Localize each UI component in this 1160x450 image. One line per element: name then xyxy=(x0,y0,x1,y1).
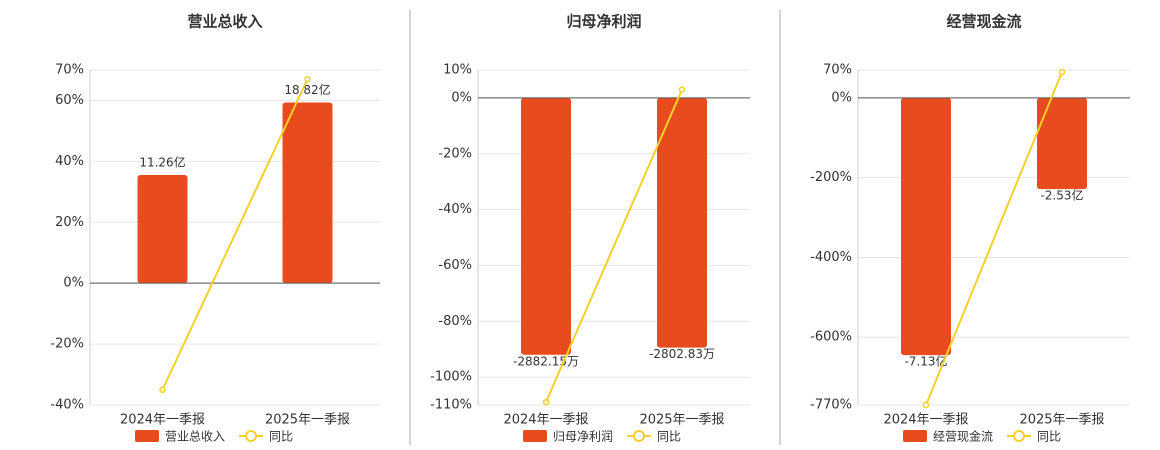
bar xyxy=(282,102,333,284)
line-point xyxy=(542,398,550,406)
legend-label: 营业总收入 xyxy=(165,430,225,444)
x-tick-label: 2025年一季报 xyxy=(265,413,350,428)
x-tick-label: 2024年一季报 xyxy=(120,413,205,428)
y-tick-label: -80% xyxy=(438,314,472,329)
legend-label: 同比 xyxy=(269,430,293,444)
data-label: -2802.83万 xyxy=(649,347,715,361)
data-label: 11.26亿 xyxy=(139,155,185,170)
y-tick-label: 0% xyxy=(63,276,84,291)
line-point xyxy=(1058,68,1066,76)
bar xyxy=(521,97,571,355)
legend-label: 同比 xyxy=(657,430,681,444)
data-label: 18.82亿 xyxy=(284,82,330,97)
legend-label: 同比 xyxy=(1037,430,1061,444)
x-tick-label: 2025年一季报 xyxy=(1019,413,1104,428)
y-tick-label: 0% xyxy=(451,90,472,105)
line-point xyxy=(304,75,311,83)
data-label: -2.53亿 xyxy=(1040,188,1083,203)
bar xyxy=(901,97,951,356)
legend-swatch xyxy=(135,430,159,442)
data-label: -7.13亿 xyxy=(904,354,947,369)
bar xyxy=(1037,97,1087,190)
legend-label: 经营现金流 xyxy=(933,429,993,444)
chart-title: 营业总收入 xyxy=(187,13,262,31)
y-tick-label: -40% xyxy=(50,398,84,413)
line-point xyxy=(678,86,686,93)
y-tick-label: 70% xyxy=(55,63,84,78)
x-tick-label: 2024年一季报 xyxy=(503,413,588,428)
y-tick-label: 20% xyxy=(55,215,84,230)
chart-title: 经营现金流 xyxy=(946,13,1021,31)
y-tick-label: 40% xyxy=(55,154,84,169)
y-tick-label: -20% xyxy=(438,146,472,161)
y-tick-label: 70% xyxy=(823,63,852,78)
legend-swatch xyxy=(523,430,547,442)
x-tick-label: 2025年一季报 xyxy=(639,413,724,428)
line-point xyxy=(922,401,930,409)
y-tick-label: 60% xyxy=(55,93,84,108)
y-tick-label: -110% xyxy=(430,398,472,413)
y-tick-label: -200% xyxy=(810,170,852,185)
y-tick-label: 0% xyxy=(831,90,852,105)
x-tick-label: 2024年一季报 xyxy=(883,413,968,428)
y-tick-label: 10% xyxy=(443,63,472,78)
y-tick-label: -770% xyxy=(810,398,852,413)
line xyxy=(161,78,309,391)
y-tick-label: -40% xyxy=(438,202,472,217)
y-tick-label: -400% xyxy=(810,250,852,265)
bar xyxy=(137,175,188,284)
line-point xyxy=(159,386,166,394)
y-tick-label: -100% xyxy=(430,370,472,385)
y-tick-label: -20% xyxy=(50,337,84,352)
legend-swatch xyxy=(633,430,646,442)
bar xyxy=(657,97,707,348)
y-tick-label: -60% xyxy=(438,258,472,273)
y-tick-label: -600% xyxy=(810,330,852,345)
legend-label: 归母净利润 xyxy=(553,430,613,444)
legend-swatch xyxy=(1013,430,1026,442)
line xyxy=(545,89,683,403)
line xyxy=(925,71,1063,406)
data-label: -2882.15万 xyxy=(513,354,579,368)
chart-title: 归母净利润 xyxy=(566,13,641,31)
legend-swatch xyxy=(903,430,927,442)
legend-swatch xyxy=(245,430,258,442)
